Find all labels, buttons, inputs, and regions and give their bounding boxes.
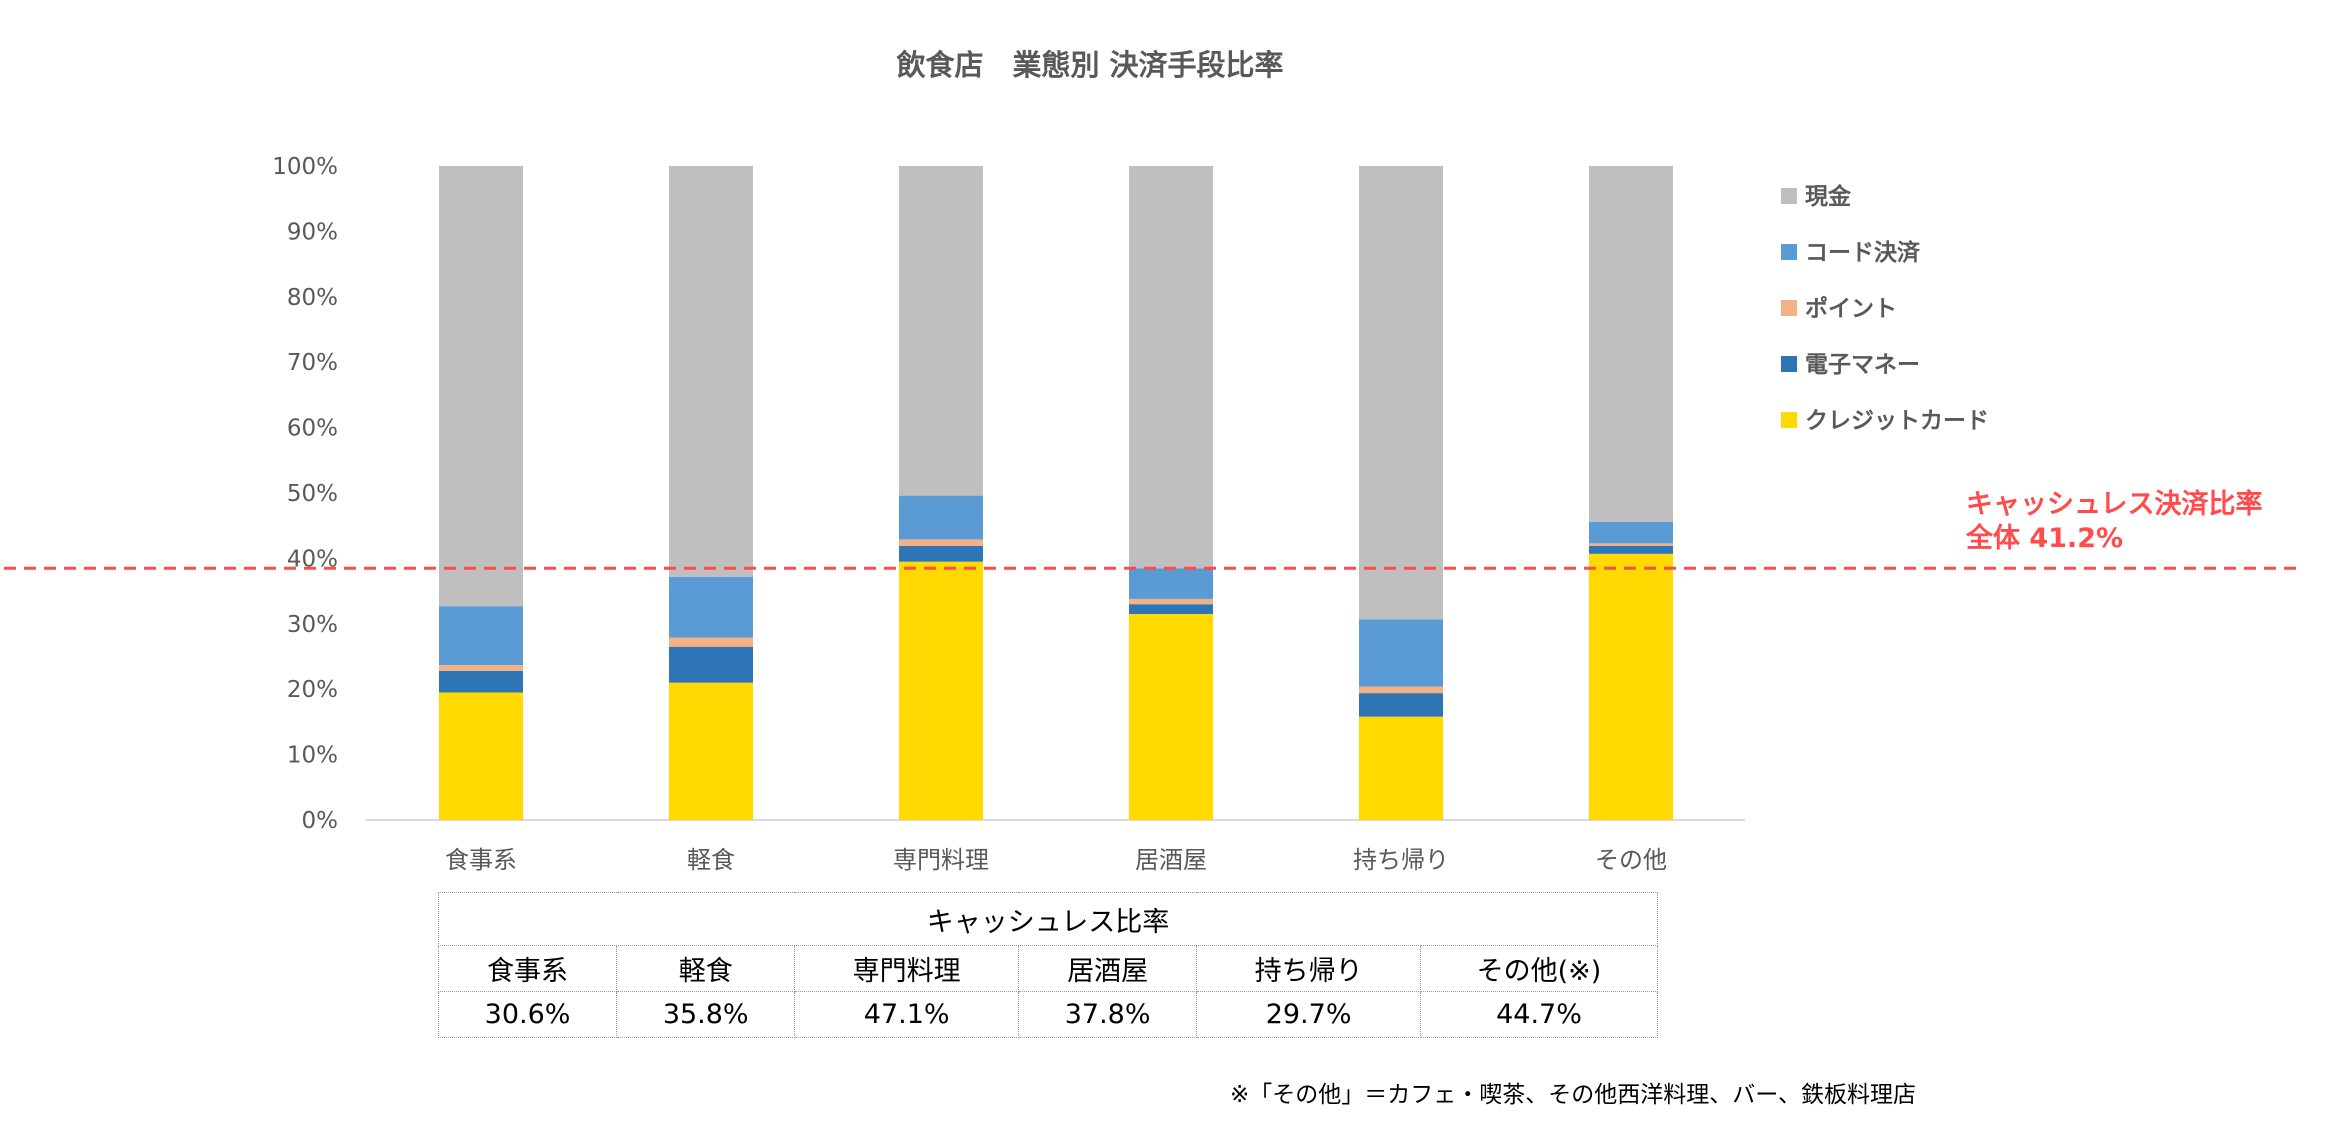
bar-segment: [1129, 568, 1213, 599]
table-value-cell: 35.8%: [616, 991, 796, 1038]
bar-segment: [1589, 543, 1673, 546]
bar-segment: [899, 561, 983, 820]
bar-segment: [669, 637, 753, 647]
y-tick-label: 20%: [287, 677, 338, 703]
stacked-bar-chart: 飲食店 業態別 決済手段比率 0%10%20%30%40%50%60%70%80…: [4, 48, 2300, 874]
bar-segment: [899, 545, 983, 562]
chart-title: 飲食店 業態別 決済手段比率: [896, 48, 1283, 82]
bar-segment: [1129, 598, 1213, 605]
bar-segment: [669, 576, 753, 638]
legend-swatch: [1781, 300, 1797, 316]
cashless-ratio-table: キャッシュレス比率 食事系 軽食 専門料理 居酒屋 持ち帰り その他(※) 30.6% 35…: [437, 892, 1658, 1038]
bar-series: [439, 166, 1673, 820]
table-value-cell: 37.8%: [1018, 991, 1198, 1038]
bar-segment: [1589, 553, 1673, 820]
x-category-label: 専門料理: [893, 846, 989, 874]
y-tick-label: 70%: [287, 350, 338, 376]
x-axis-categories: 食事系 軽食 専門料理 居酒屋 持ち帰り その他: [445, 846, 1667, 874]
reference-value: 全体 41.2%: [1965, 522, 2123, 554]
legend-swatch: [1781, 412, 1797, 428]
y-tick-label: 100%: [272, 154, 338, 180]
x-category-label: その他: [1595, 846, 1667, 874]
legend-swatch: [1781, 188, 1797, 204]
bar-segment: [1129, 613, 1213, 820]
table-value-cell: 30.6%: [437, 991, 618, 1038]
bar-segment: [1589, 166, 1673, 522]
legend-swatch: [1781, 244, 1797, 260]
bar-segment: [1359, 716, 1443, 820]
legend-label: ポイント: [1805, 295, 1897, 322]
table-header-cell: その他(※): [1420, 945, 1658, 992]
bar-segment: [439, 670, 523, 693]
table-header-cell: 軽食: [616, 945, 796, 992]
bar-segment: [669, 682, 753, 820]
table-value-cell: 29.7%: [1196, 991, 1421, 1038]
legend-label: 現金: [1805, 183, 1852, 210]
y-tick-label: 0%: [302, 808, 339, 834]
bar-segment: [1359, 693, 1443, 717]
legend-label: コード決済: [1805, 239, 1921, 266]
y-tick-label: 50%: [287, 481, 338, 507]
footnote: ※「その他」＝カフェ・喫茶、その他西洋料理、バー、鉄板料理店: [1230, 1082, 1917, 1108]
y-tick-label: 60%: [287, 416, 338, 442]
x-category-label: 居酒屋: [1135, 846, 1207, 874]
table-header-cell: 食事系: [437, 945, 618, 992]
x-category-label: 持ち帰り: [1353, 846, 1449, 874]
table-value-cell: 44.7%: [1420, 991, 1658, 1038]
legend-swatch: [1781, 356, 1797, 372]
table-header-row: 食事系 軽食 専門料理 居酒屋 持ち帰り その他(※): [437, 945, 1658, 992]
table-value-row: 30.6% 35.8% 47.1% 37.8% 29.7% 44.7%: [437, 991, 1658, 1038]
table-header-cell: 専門料理: [794, 945, 1020, 992]
x-category-label: 食事系: [445, 846, 517, 874]
bar-segment: [1359, 619, 1443, 687]
bar-segment: [439, 665, 523, 671]
reference-label: キャッシュレス決済比率: [1966, 488, 2262, 520]
bar-segment: [439, 166, 523, 607]
y-tick-label: 30%: [287, 612, 338, 638]
legend-label: 電子マネー: [1805, 352, 1920, 378]
bar-segment: [1129, 604, 1213, 614]
bar-segment: [439, 606, 523, 666]
bar-segment: [899, 539, 983, 546]
y-tick-label: 10%: [287, 743, 338, 769]
bar-segment: [669, 646, 753, 683]
y-tick-label: 90%: [287, 219, 338, 245]
bar-segment: [1359, 686, 1443, 694]
table-value-cell: 47.1%: [794, 991, 1020, 1038]
bar-segment: [1129, 166, 1213, 569]
bar-segment: [669, 166, 753, 577]
table-header-cell: 持ち帰り: [1196, 945, 1421, 992]
bar-segment: [439, 692, 523, 820]
x-category-label: 軽食: [687, 846, 735, 874]
bar-segment: [1589, 521, 1673, 544]
table-header-cell: 居酒屋: [1018, 945, 1198, 992]
y-tick-label: 80%: [287, 285, 338, 311]
bar-segment: [1359, 166, 1443, 620]
bar-segment: [899, 166, 983, 496]
bar-segment: [1589, 545, 1673, 554]
legend-label: クレジットカード: [1805, 408, 1989, 434]
bar-segment: [899, 495, 983, 540]
table-title: キャッシュレス比率: [438, 892, 1658, 946]
